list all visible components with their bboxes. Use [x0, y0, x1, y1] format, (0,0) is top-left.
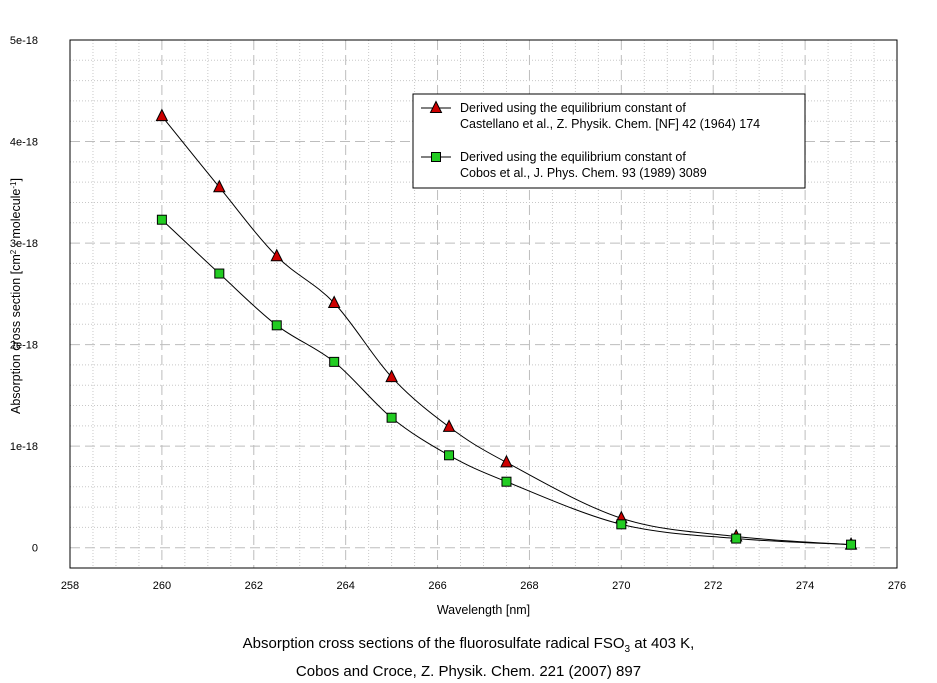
legend-marker [429, 100, 443, 113]
x-tick-label: 270 [612, 580, 630, 592]
legend-label-line-2: Cobos et al., J. Phys. Chem. 93 (1989) 3… [460, 166, 707, 180]
legend-box [412, 93, 806, 189]
plot-frame [69, 39, 898, 569]
series-1-point [327, 295, 341, 308]
caption-line-2: Cobos and Croce, Z. Physik. Chem. 221 (2… [295, 663, 642, 680]
y-tick-label: 1e-18 [10, 441, 38, 453]
caption-line-1-subscript: 3 [624, 644, 631, 655]
y-tick-label: 3e-18 [10, 238, 38, 250]
x-tick-label: 266 [428, 580, 446, 592]
y-tick-label: 0 [32, 543, 38, 555]
legend-label-line-2: Castellano et al., Z. Physik. Chem. [NF]… [460, 117, 760, 131]
series-2-point [386, 412, 397, 423]
series-2-point [214, 268, 225, 279]
legend-marker [431, 152, 441, 162]
caption-line-1-end: at 403 K, [630, 635, 695, 652]
series-2 [156, 214, 857, 550]
y-axis-title-sup1: 2 [9, 249, 18, 254]
series-2-line [161, 219, 852, 546]
series-layer [155, 108, 858, 550]
y-axis-title-suffix: ] [9, 178, 23, 181]
figure-caption: Absorption cross sections of the fluoros… [0, 633, 937, 683]
x-tick-label: 268 [520, 580, 538, 592]
series-2-point [444, 450, 455, 461]
x-tick-label: 272 [704, 580, 722, 592]
series-1-line [161, 115, 852, 546]
series-1-point [270, 248, 284, 262]
y-tick-label: 2e-18 [10, 340, 38, 352]
series-2-point [846, 539, 857, 550]
y-tick-label: 5e-18 [10, 35, 38, 47]
series-2-point [731, 533, 742, 544]
x-tick-label: 258 [61, 580, 79, 592]
legend-entry-1: Derived using the equilibrium constant o… [421, 100, 760, 131]
x-axis-title: Wavelength [nm] [437, 603, 530, 617]
legend-entry-2: Derived using the equilibrium constant o… [421, 150, 707, 180]
caption-line-1-text: Absorption cross sections of the fluoros… [242, 635, 625, 652]
y-axis-title: Absorption cross section [cm2 · molecule… [9, 178, 24, 414]
series-1-point [385, 369, 398, 383]
x-tick-label: 276 [888, 580, 906, 592]
series-1-point [442, 419, 456, 432]
y-tick-label: 4e-18 [10, 137, 38, 149]
y-axis-title-sup2: -1 [9, 181, 18, 189]
series-1-point [213, 179, 226, 193]
series-2-point [271, 320, 282, 331]
y-axis-title-prefix: Absorption cross section [cm [9, 254, 23, 414]
series-2-point [501, 476, 512, 487]
x-tick-label: 262 [245, 580, 263, 592]
y-axis-title-middle: · molecule [9, 189, 23, 250]
series-1-point [500, 454, 513, 468]
legend-label-line-1: Derived using the equilibrium constant o… [460, 150, 686, 164]
axis-ticks: 258 260 262 264 266 268 270 272 274 276 0 1e-18 2e-1… [10, 35, 906, 592]
series-2-point [616, 519, 627, 530]
series-1-point [155, 108, 169, 122]
series-2-point [156, 214, 167, 225]
legend-label-line-1: Derived using the equilibrium constant o… [460, 101, 686, 115]
x-tick-label: 274 [796, 580, 814, 592]
caption-line-1: Absorption cross sections of the fluoros… [0, 633, 937, 661]
x-tick-label: 260 [153, 580, 171, 592]
series-2-point [329, 356, 340, 367]
legend: Derived using the equilibrium constant o… [412, 93, 806, 189]
x-tick-label: 264 [336, 580, 354, 592]
